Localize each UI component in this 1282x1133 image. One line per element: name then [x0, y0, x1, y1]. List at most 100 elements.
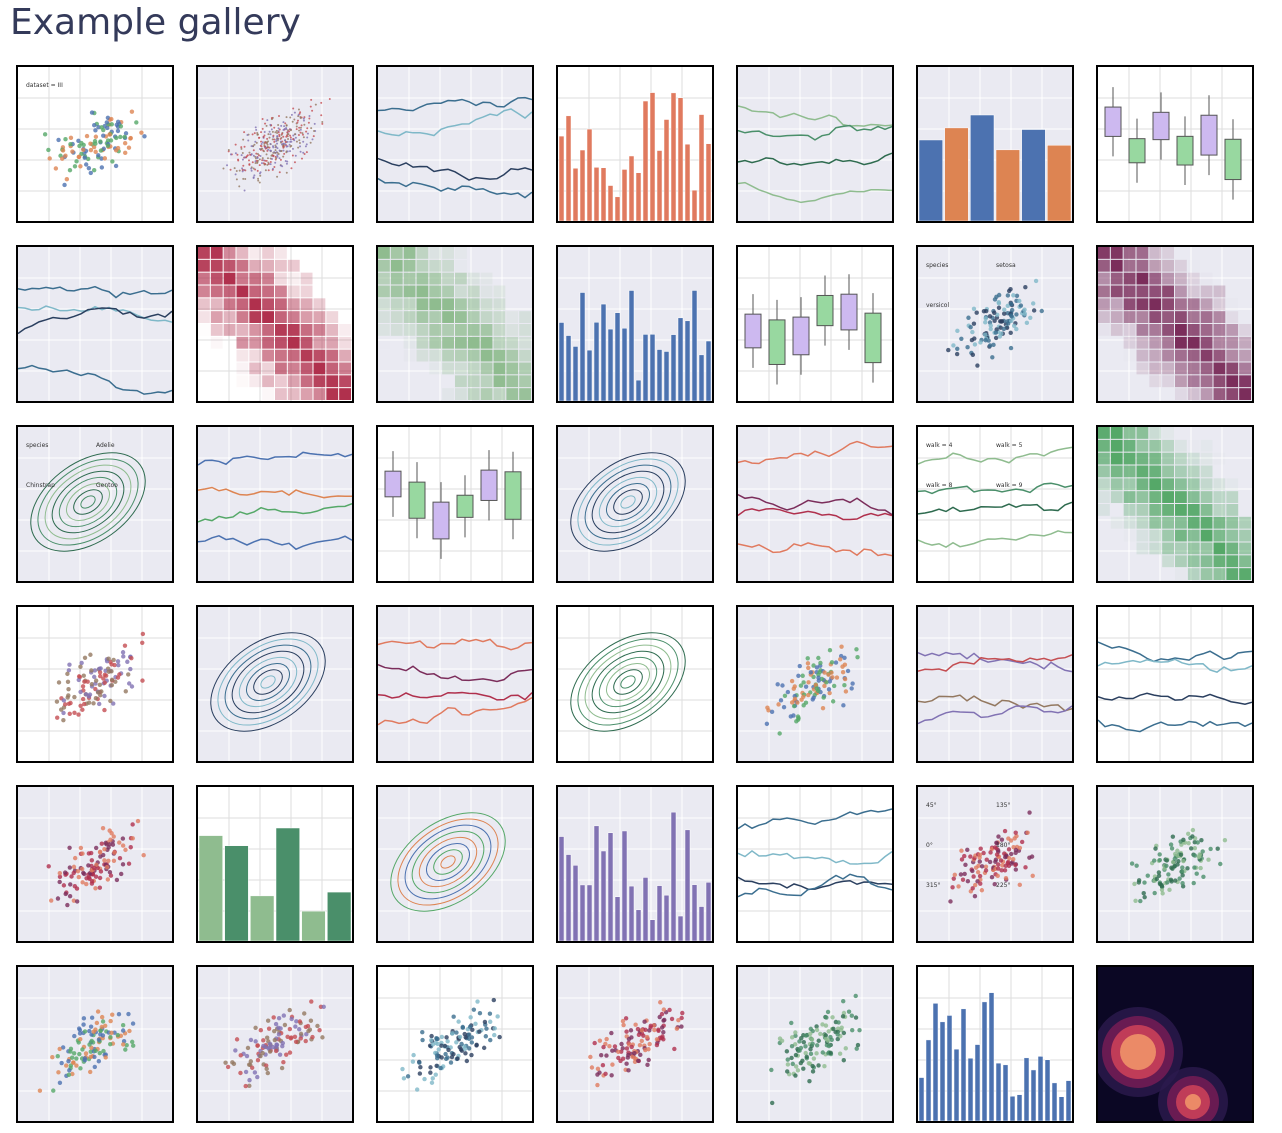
thumbnail-art	[276, 147, 279, 150]
thumbnail-art	[264, 122, 267, 125]
thumbnail-art	[816, 675, 821, 680]
thumbnail-art	[1175, 504, 1187, 516]
thumbnail-art	[260, 675, 276, 689]
gallery-thumbnail[interactable]	[1096, 605, 1254, 763]
thumbnail-image	[738, 247, 892, 401]
gallery-thumbnail[interactable]	[16, 965, 174, 1123]
thumbnail-art	[105, 877, 111, 882]
thumbnail-art	[384, 470, 402, 498]
thumbnail-art	[577, 638, 679, 726]
gallery-thumbnail[interactable]	[1096, 425, 1254, 583]
thumbnail-art	[321, 121, 324, 124]
thumbnail-art	[286, 131, 289, 134]
thumbnail-art	[266, 143, 269, 146]
thumbnail-art	[326, 324, 339, 336]
gallery-thumbnail[interactable]	[736, 425, 894, 583]
thumbnail-art	[313, 362, 326, 375]
thumbnail-art	[1104, 106, 1122, 137]
thumbnail-art	[99, 1014, 105, 1020]
gallery-thumbnail[interactable]	[196, 965, 354, 1123]
gallery-thumbnail[interactable]	[376, 605, 534, 763]
thumbnail-art	[584, 464, 672, 540]
gallery-thumbnail[interactable]	[376, 965, 534, 1123]
gallery-thumbnail[interactable]	[376, 425, 534, 583]
thumbnail-art	[977, 852, 983, 857]
gallery-thumbnail[interactable]	[376, 245, 534, 403]
thumbnail-art	[250, 169, 253, 172]
gallery-thumbnail[interactable]	[736, 965, 894, 1123]
gallery-thumbnail[interactable]	[196, 605, 354, 763]
thumbnail-image	[558, 67, 712, 221]
thumbnail-art	[981, 1001, 988, 1121]
thumbnail-art	[93, 874, 99, 879]
gallery-thumbnail[interactable]	[556, 245, 714, 403]
thumbnail-art	[1153, 846, 1158, 851]
thumbnail-art	[793, 1030, 798, 1035]
thumbnail-art	[1213, 504, 1226, 516]
thumbnail-art	[959, 857, 965, 862]
thumbnail-art	[78, 845, 84, 851]
thumbnail-art	[67, 167, 73, 173]
gallery-thumbnail[interactable]	[556, 785, 714, 943]
thumbnail-art	[282, 145, 285, 148]
thumbnail-image	[558, 427, 712, 581]
gallery-thumbnail[interactable]	[16, 785, 174, 943]
gallery-thumbnail[interactable]	[1096, 245, 1254, 403]
gallery-thumbnail[interactable]	[196, 785, 354, 943]
thumbnail-art	[67, 711, 72, 716]
gallery-thumbnail[interactable]	[376, 65, 534, 223]
gallery-thumbnail[interactable]	[1096, 785, 1254, 943]
gallery-thumbnail[interactable]	[556, 605, 714, 763]
thumbnail-art	[301, 910, 326, 941]
gallery-thumbnail[interactable]	[1096, 65, 1254, 223]
thumbnail-art	[92, 138, 98, 144]
thumbnail-art	[210, 324, 223, 336]
thumbnail-art	[275, 140, 278, 143]
gallery-thumbnail[interactable]	[1096, 965, 1254, 1123]
thumbnail-art	[977, 873, 983, 879]
gallery-thumbnail[interactable]	[736, 65, 894, 223]
gallery-thumbnail[interactable]	[736, 605, 894, 763]
gallery-thumbnail[interactable]	[916, 605, 1074, 763]
thumbnail-art	[806, 680, 811, 685]
gallery-thumbnail[interactable]	[16, 605, 174, 763]
gallery-thumbnail[interactable]	[556, 425, 714, 583]
thumbnail-art	[125, 659, 130, 664]
thumbnail-art	[223, 311, 236, 323]
gallery-thumbnail[interactable]	[916, 965, 1074, 1123]
gallery-thumbnail[interactable]	[16, 245, 174, 403]
thumbnail-art	[1198, 865, 1203, 871]
thumbnail-art	[88, 1054, 93, 1060]
thumbnail-art	[480, 362, 493, 375]
gallery-thumbnail[interactable]	[196, 425, 354, 583]
gallery-thumbnail[interactable]: species Adelie Chinstrap Gentoo	[16, 425, 174, 583]
gallery-thumbnail[interactable]: species setosa versicol	[916, 245, 1074, 403]
gallery-thumbnail[interactable]	[736, 785, 894, 943]
thumbnail-art	[792, 696, 798, 702]
gallery-thumbnail[interactable]: walk = 4 walk = 5 walk = 8 walk = 9	[916, 425, 1074, 583]
thumbnail-art	[620, 675, 636, 689]
thumbnail-art	[428, 1070, 433, 1075]
gallery-thumbnail[interactable]	[376, 785, 534, 943]
thumbnail-art	[1175, 375, 1187, 388]
gallery-thumbnail[interactable]	[736, 245, 894, 403]
thumbnail-art	[251, 133, 254, 136]
thumbnail-art	[254, 140, 257, 143]
thumbnail-art	[442, 247, 454, 259]
thumbnail-art	[222, 167, 225, 170]
thumbnail-label: species	[26, 442, 48, 449]
gallery-thumbnail[interactable]: dataset = III	[16, 65, 174, 223]
thumbnail-art	[289, 1016, 294, 1022]
gallery-thumbnail[interactable]	[556, 65, 714, 223]
thumbnail-art	[1226, 516, 1239, 529]
gallery-thumbnail[interactable]: 45° 135° 0° 180° 315° 225°	[916, 785, 1074, 943]
thumbnail-art	[1007, 856, 1012, 861]
thumbnail-art	[130, 822, 135, 827]
thumbnail-art	[780, 683, 785, 688]
gallery-thumbnail[interactable]	[916, 65, 1074, 223]
gallery-thumbnail[interactable]	[196, 245, 354, 403]
gallery-thumbnail[interactable]	[556, 965, 714, 1123]
gallery-thumbnail[interactable]	[196, 65, 354, 223]
thumbnail-art	[1006, 847, 1012, 852]
thumbnail-art	[663, 119, 670, 221]
